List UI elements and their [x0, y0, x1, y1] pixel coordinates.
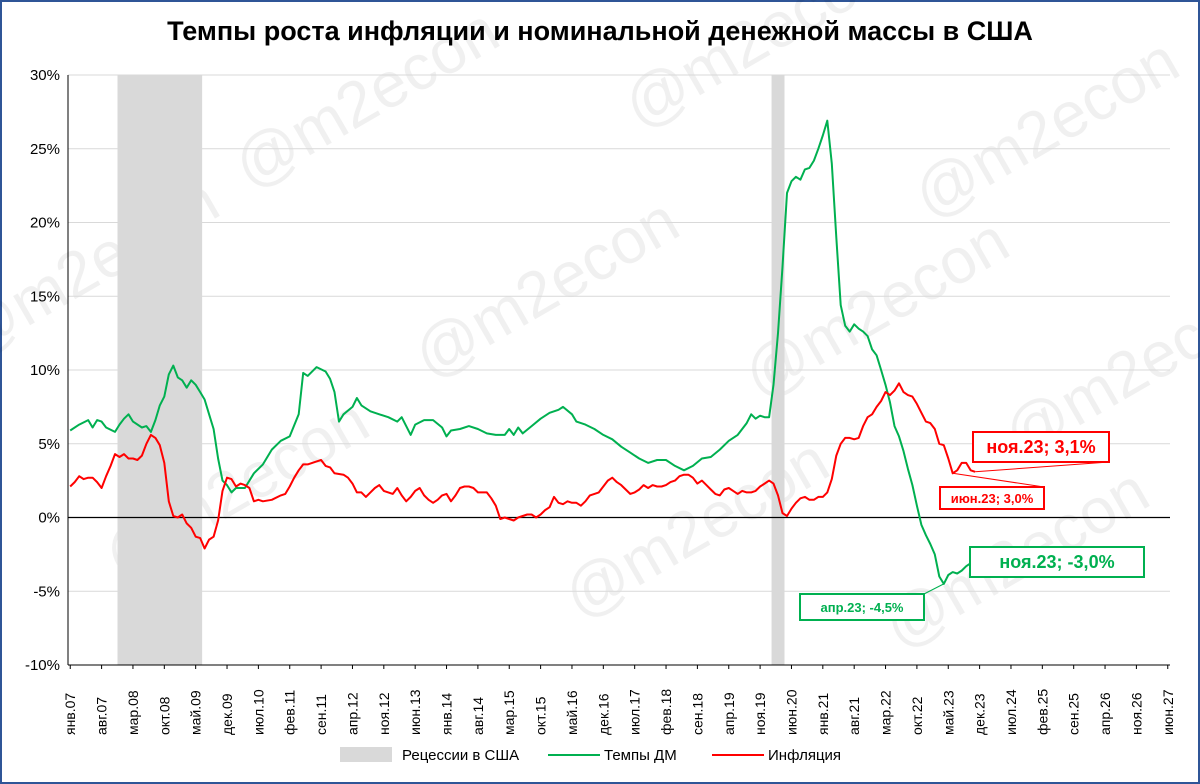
x-tick-label: июл.24	[1003, 689, 1019, 735]
y-tick-label: 5%	[38, 436, 60, 453]
x-tick-label: апр.19	[721, 692, 737, 735]
x-tick-label: июн.27	[1160, 689, 1176, 735]
callout-box	[972, 431, 1110, 463]
callout-label: июн.23; 3,0%	[951, 491, 1034, 506]
chart-title: Темпы роста инфляции и номинальной денеж…	[167, 16, 1033, 46]
y-tick-label: -5%	[33, 583, 60, 600]
series-line-cpi	[69, 382, 976, 550]
x-tick-label: мар.15	[501, 690, 517, 735]
legend-m2-label: Темпы ДМ	[604, 747, 677, 764]
callout-box	[969, 546, 1145, 578]
x-tick-label: сен.18	[689, 693, 705, 735]
x-tick-label: авг.14	[470, 697, 486, 735]
x-tick-label: ноя.19	[752, 692, 768, 735]
x-tick-label: май.23	[940, 690, 956, 735]
x-tick-label: май.16	[564, 690, 580, 735]
watermark-text: @m2econ	[901, 23, 1190, 232]
callout-leader	[975, 461, 1110, 473]
callout-label: ноя.23; -3,0%	[999, 552, 1114, 572]
x-tick-label: окт.22	[909, 696, 925, 735]
callouts: ноя.23; 3,1% июн.23; 3,0% ноя.23; -3,0% апр…	[799, 431, 1145, 621]
x-tick-label: июн.13	[407, 689, 423, 735]
y-tick-label: 30%	[30, 67, 60, 84]
y-tick-label: 15%	[30, 288, 60, 305]
legend-recession-swatch	[340, 747, 392, 762]
x-tick-label: дек.23	[972, 693, 988, 735]
x-tick-label: мар.08	[125, 690, 141, 735]
x-tick-label: янв.07	[62, 693, 78, 735]
callout-leader	[923, 583, 945, 595]
watermark-text: @m2econ	[611, 0, 900, 142]
callout-box	[799, 593, 925, 621]
x-tick-label: дек.09	[219, 693, 235, 735]
series-lines	[69, 119, 976, 585]
y-tick-label: 25%	[30, 141, 60, 158]
x-tick-label: дек.16	[595, 693, 611, 735]
y-tick-label: 10%	[30, 362, 60, 379]
callout-label: ноя.23; 3,1%	[986, 437, 1095, 457]
callout-label: апр.23; -4,5%	[821, 600, 904, 615]
x-tick-label: июл.10	[250, 689, 266, 735]
x-axis: янв.07 авг.07 мар.08 окт.08 май.09 дек.09 июл.…	[62, 664, 1176, 735]
x-tick-label: сен.11	[313, 694, 329, 735]
x-tick-label: окт.08	[156, 696, 172, 735]
legend-cpi-label: Инфляция	[768, 747, 841, 764]
x-tick-label: апр.12	[344, 692, 360, 735]
watermark-text: @m2econ	[221, 0, 510, 202]
y-tick-label: 0%	[38, 510, 60, 527]
x-tick-label: фев.18	[658, 689, 674, 735]
x-tick-label: апр.26	[1097, 692, 1113, 735]
x-tick-label: янв.21	[815, 693, 831, 735]
x-tick-label: фев.11	[282, 690, 298, 735]
y-axis: 30% 25% 20% 15% 10% 5% 0% -5% -10%	[25, 67, 60, 674]
y-tick-label: 20%	[30, 215, 60, 232]
callout-leader	[952, 472, 1045, 488]
legend-recession-label: Рецессии в США	[402, 747, 519, 764]
x-tick-label: фев.25	[1034, 689, 1050, 735]
watermark-text: @m2econ	[401, 183, 690, 392]
callout-box	[939, 486, 1045, 510]
x-tick-label: янв.14	[439, 693, 455, 735]
x-tick-label: июн.20	[783, 689, 799, 735]
y-tick-label: -10%	[25, 657, 60, 674]
x-tick-label: мар.22	[878, 690, 894, 735]
x-tick-label: окт.15	[533, 696, 549, 735]
series-line-m2	[69, 119, 976, 585]
x-tick-label: авг.07	[94, 697, 110, 735]
x-tick-label: июл.17	[627, 689, 643, 735]
legend: Рецессии в США Темпы ДМ Инфляция	[340, 747, 841, 764]
watermark-text: @m2econ	[551, 423, 840, 632]
x-tick-label: ноя.12	[376, 692, 392, 735]
x-tick-label: сен.25	[1066, 693, 1082, 735]
x-tick-label: авг.21	[846, 697, 862, 735]
x-tick-label: ноя.26	[1128, 692, 1144, 735]
x-tick-label: май.09	[188, 690, 204, 735]
